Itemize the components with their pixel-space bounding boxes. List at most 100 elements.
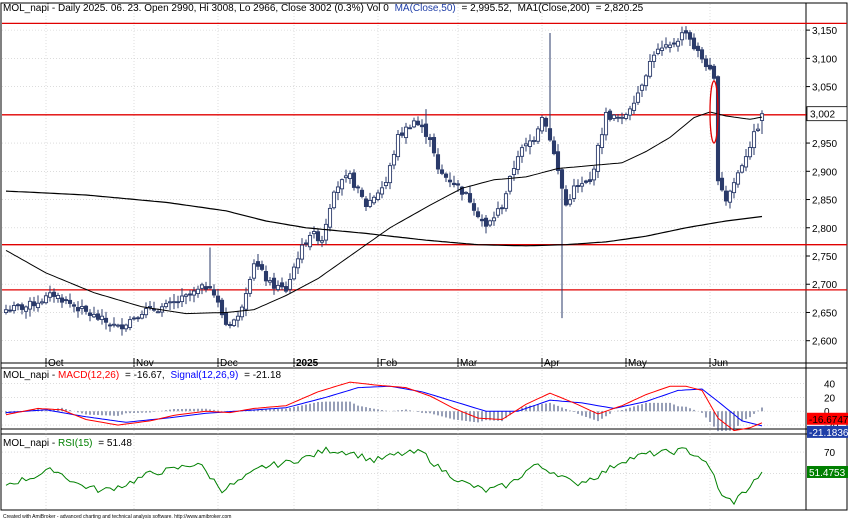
candle-body xyxy=(179,295,185,303)
candle-body xyxy=(755,128,761,131)
candle-body xyxy=(347,173,353,180)
signal-line xyxy=(5,385,763,427)
ma50-line xyxy=(5,111,763,315)
candle-body xyxy=(495,208,501,216)
candle-body xyxy=(155,311,161,314)
candle-body xyxy=(279,282,285,288)
candle-body xyxy=(239,306,245,318)
candle-body xyxy=(507,175,513,192)
macd-tick-label: 0 xyxy=(824,407,830,418)
candle-body xyxy=(567,199,573,205)
candle-body xyxy=(299,244,305,260)
candle-body xyxy=(539,117,545,132)
candle-body xyxy=(631,102,637,111)
candle-body xyxy=(727,190,733,203)
macd-series xyxy=(5,381,763,432)
candle-body xyxy=(219,299,225,316)
month-label: Apr xyxy=(544,358,560,369)
candle-body xyxy=(31,301,37,307)
candle-body xyxy=(687,32,693,40)
rsi-value-label: 51.4753 xyxy=(809,468,846,479)
candle-body xyxy=(403,126,409,139)
candle-body xyxy=(435,154,441,170)
candle-body xyxy=(91,313,97,318)
candle-body xyxy=(575,185,581,187)
month-label: Mar xyxy=(460,358,478,369)
panel-frames xyxy=(0,2,848,511)
candle-body xyxy=(379,187,385,195)
candle-body xyxy=(63,299,69,302)
candle-body xyxy=(499,207,505,210)
candle-body xyxy=(243,293,249,310)
rsi-title: MOL_napi - RSI(15) = 51.48 xyxy=(3,438,132,449)
candle-body xyxy=(47,292,53,298)
candle-body xyxy=(595,144,601,172)
candle-body xyxy=(103,317,109,323)
candle-body xyxy=(739,165,745,173)
candle-body xyxy=(391,153,397,166)
candle-body xyxy=(331,191,337,209)
candle-body xyxy=(59,297,65,303)
candle-body xyxy=(171,301,177,304)
candle-body xyxy=(731,182,737,194)
candle-body xyxy=(27,300,33,310)
candle-body xyxy=(39,301,45,304)
candle-body xyxy=(287,279,293,290)
candle-body xyxy=(387,165,393,184)
price-tick-label: 2,850 xyxy=(812,196,837,207)
macd-value: = -16.67, xyxy=(125,370,165,381)
candle-body xyxy=(711,65,717,79)
candle-body xyxy=(471,203,477,211)
price-tick-label: 3,050 xyxy=(812,83,837,94)
price-title-main: MOL_napi - Daily 2025. 06. 23. Open 2990… xyxy=(3,3,389,14)
candle-body xyxy=(683,30,689,34)
candle-body xyxy=(655,48,661,54)
candle-body xyxy=(611,114,617,119)
rsi-label: RSI(15) xyxy=(58,438,92,449)
rsi-axis: 705051.4753 xyxy=(807,448,848,481)
candle-body xyxy=(559,169,565,189)
candle-body xyxy=(235,315,241,321)
candle-body xyxy=(751,131,757,149)
candle-body xyxy=(163,303,169,308)
candle-body xyxy=(75,307,81,312)
signal-value: = -21.18 xyxy=(244,370,281,381)
price-tick-label: 2,600 xyxy=(812,337,837,348)
candle-body xyxy=(111,323,117,326)
rsi-line xyxy=(5,446,763,506)
candle-body xyxy=(583,180,589,183)
macd-value-label: -16.6747 xyxy=(809,415,849,426)
candle-body xyxy=(7,309,13,312)
candle-body xyxy=(423,123,429,137)
footer-credit: Created with AmiBroker - advanced charti… xyxy=(3,514,231,520)
candle-body xyxy=(623,114,629,119)
candle-body xyxy=(607,110,613,120)
candle-body xyxy=(447,179,453,183)
candle-body xyxy=(535,128,541,142)
month-label: Jun xyxy=(712,358,728,369)
candle-body xyxy=(719,177,725,191)
candle-body xyxy=(335,186,341,193)
candle-body xyxy=(703,58,709,68)
candle-body xyxy=(647,61,653,77)
candle-body xyxy=(599,134,605,148)
candle-body xyxy=(555,151,561,171)
candle-body xyxy=(143,308,149,316)
macd-tick-label: 40 xyxy=(824,379,836,390)
candle-body xyxy=(371,196,377,204)
candle-body xyxy=(487,220,493,226)
candle-body xyxy=(479,218,485,222)
candle-body xyxy=(627,108,633,116)
candle-body xyxy=(115,324,121,327)
candle-body xyxy=(563,189,569,206)
candle-body xyxy=(251,263,257,279)
last-close-label: 3,002 xyxy=(810,110,835,121)
macd-line xyxy=(5,381,763,432)
month-label: May xyxy=(628,358,647,369)
candle-body xyxy=(643,75,649,87)
candle-body xyxy=(3,309,9,313)
candle-body xyxy=(323,223,329,241)
candle-body xyxy=(327,207,333,228)
candle-body xyxy=(199,284,205,289)
